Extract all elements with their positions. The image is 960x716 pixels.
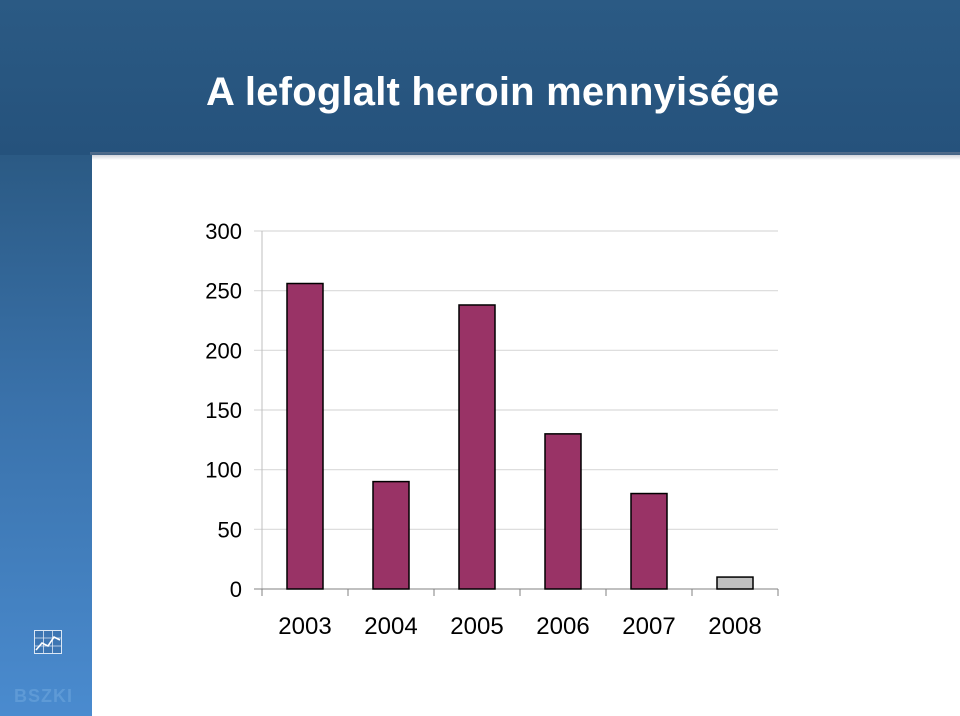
y-tick-label: 0 [230,577,242,602]
page-title: A lefoglalt heroin mennyisége [206,70,780,114]
slide-header [0,0,960,155]
y-tick-label: 300 [205,219,242,244]
header-shadow [90,152,960,160]
bar [716,576,754,590]
y-tick-label: 100 [205,458,242,483]
x-tick-label: 2003 [278,613,331,640]
x-tick-label: 2005 [450,613,503,640]
y-tick-label: 250 [205,279,242,304]
bar [372,480,410,590]
x-tick-label: 2006 [536,613,589,640]
bar [286,282,324,590]
x-tick-label: 2007 [622,613,675,640]
x-tick-label: 2004 [364,613,417,640]
bar [630,492,668,590]
x-tick-label: 2008 [708,613,761,640]
y-tick-label: 50 [218,517,242,542]
sidebar-band [0,155,92,716]
bar [544,433,582,590]
logo-text: BSZKI [14,686,73,706]
chart-logo-icon [34,630,62,654]
y-tick-label: 150 [205,398,242,423]
bar [458,304,496,590]
y-tick-label: 200 [205,338,242,363]
